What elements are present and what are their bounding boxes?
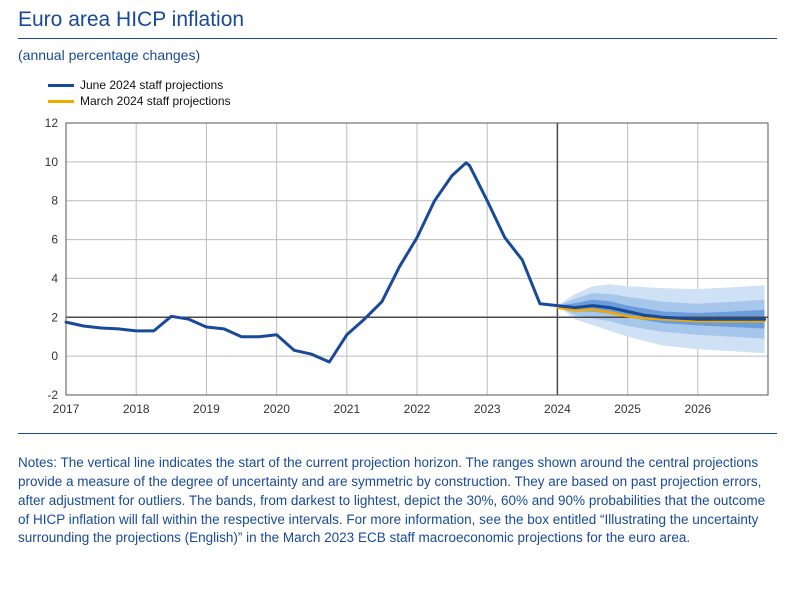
legend-label: March 2024 staff projections [80, 93, 231, 109]
chart-container: -2 0 2 4 6 8 10 12 2017 2018 2019 2020 2021 2022 2023 2… [18, 115, 777, 425]
title-rule [18, 38, 777, 39]
bottom-rule [18, 433, 777, 434]
page-title: Euro area HICP inflation [18, 8, 777, 32]
x-tick-label: 2019 [193, 402, 220, 416]
notes-post: ” in the March 2023 ECB staff macroecono… [238, 530, 690, 545]
x-tick-label: 2023 [474, 402, 501, 416]
y-tick-label: 2 [51, 311, 58, 325]
x-tick-label: 2020 [263, 402, 290, 416]
x-tick-label: 2021 [333, 402, 360, 416]
page: Euro area HICP inflation (annual percent… [0, 0, 795, 610]
chart-notes: Notes: The vertical line indicates the s… [18, 454, 777, 548]
legend-swatch [48, 84, 74, 87]
legend-label: June 2024 staff projections [80, 77, 223, 93]
x-tick-label: 2018 [123, 402, 150, 416]
inflation-chart: -2 0 2 4 6 8 10 12 2017 2018 2019 2020 2021 2022 2023 2… [18, 115, 774, 425]
y-tick-label: 8 [51, 194, 58, 208]
x-tick-label: 2026 [684, 402, 711, 416]
x-tick-label: 2024 [544, 402, 571, 416]
y-tick-label: 10 [45, 155, 59, 169]
x-tick-label: 2025 [614, 402, 641, 416]
legend-item: June 2024 staff projections [48, 77, 777, 93]
legend-item: March 2024 staff projections [48, 93, 777, 109]
y-tick-label: 6 [51, 233, 58, 247]
y-tick-label: 4 [51, 272, 58, 286]
legend-swatch [48, 100, 74, 103]
y-tick-label: 0 [51, 350, 58, 364]
y-tick-label: -2 [47, 388, 58, 402]
chart-subtitle: (annual percentage changes) [18, 47, 777, 63]
chart-legend: June 2024 staff projectionsMarch 2024 st… [48, 77, 777, 109]
x-tick-label: 2022 [404, 402, 431, 416]
x-tick-label: 2017 [53, 402, 80, 416]
y-tick-label: 12 [45, 116, 59, 130]
